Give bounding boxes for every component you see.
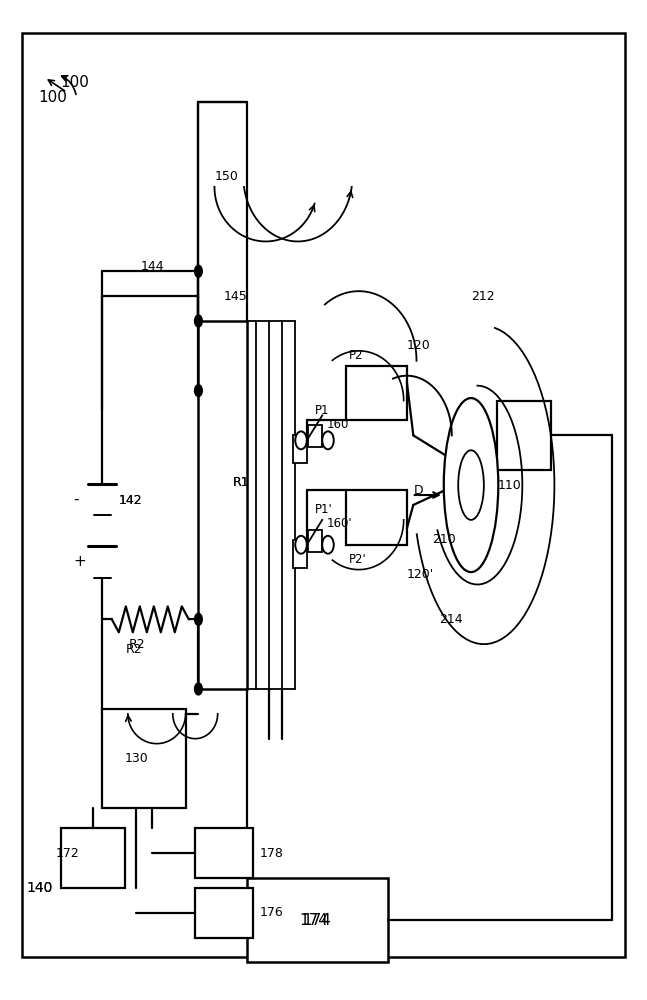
Bar xyxy=(195,888,253,938)
Text: 210: 210 xyxy=(433,533,456,546)
Text: D: D xyxy=(413,484,423,497)
Text: 212: 212 xyxy=(471,290,495,303)
Text: 142: 142 xyxy=(118,493,142,506)
Text: 145: 145 xyxy=(224,290,248,303)
Ellipse shape xyxy=(458,450,484,520)
Text: R1: R1 xyxy=(232,476,249,489)
Text: 150: 150 xyxy=(214,170,238,183)
Text: 176: 176 xyxy=(259,906,283,919)
Bar xyxy=(308,425,322,447)
Circle shape xyxy=(322,431,334,449)
Text: +: + xyxy=(73,554,86,569)
Text: 100: 100 xyxy=(61,75,89,90)
Text: 144: 144 xyxy=(140,260,164,273)
Text: R2: R2 xyxy=(129,638,146,651)
Bar xyxy=(199,321,247,689)
Text: 174: 174 xyxy=(303,913,331,928)
Bar xyxy=(293,540,307,568)
Text: 140: 140 xyxy=(27,881,53,895)
Circle shape xyxy=(195,683,203,695)
Text: 120: 120 xyxy=(407,339,431,352)
Text: P2: P2 xyxy=(349,349,364,362)
Text: 174: 174 xyxy=(300,913,328,928)
Circle shape xyxy=(195,613,203,625)
Bar xyxy=(195,828,253,878)
Text: 172: 172 xyxy=(56,847,79,860)
Circle shape xyxy=(322,536,334,554)
Bar xyxy=(61,828,125,888)
Text: 110: 110 xyxy=(498,479,521,492)
Text: R2: R2 xyxy=(126,643,142,656)
Circle shape xyxy=(295,536,307,554)
Circle shape xyxy=(195,265,203,277)
Bar xyxy=(102,709,186,808)
Text: P1': P1' xyxy=(315,503,333,516)
Text: 214: 214 xyxy=(439,613,463,626)
Circle shape xyxy=(295,431,307,449)
Text: 100: 100 xyxy=(38,90,67,105)
Bar xyxy=(247,878,388,962)
Text: 130: 130 xyxy=(125,752,148,765)
Text: R1: R1 xyxy=(232,476,249,489)
Text: 120': 120' xyxy=(407,568,434,581)
Circle shape xyxy=(195,385,203,397)
Bar xyxy=(308,530,322,552)
Bar xyxy=(35,291,317,848)
Ellipse shape xyxy=(444,398,498,572)
Text: P2': P2' xyxy=(349,553,367,566)
Text: 140: 140 xyxy=(27,881,53,895)
Text: 160: 160 xyxy=(327,418,349,431)
Text: -: - xyxy=(73,492,79,507)
Bar xyxy=(293,435,307,463)
Bar xyxy=(346,366,407,420)
Text: 142: 142 xyxy=(118,493,142,506)
Circle shape xyxy=(195,315,203,327)
Text: 160': 160' xyxy=(327,517,353,530)
Bar xyxy=(497,401,551,470)
Text: P1: P1 xyxy=(315,404,330,417)
Bar xyxy=(214,381,330,689)
Bar xyxy=(346,490,407,545)
Text: 178: 178 xyxy=(259,847,283,860)
